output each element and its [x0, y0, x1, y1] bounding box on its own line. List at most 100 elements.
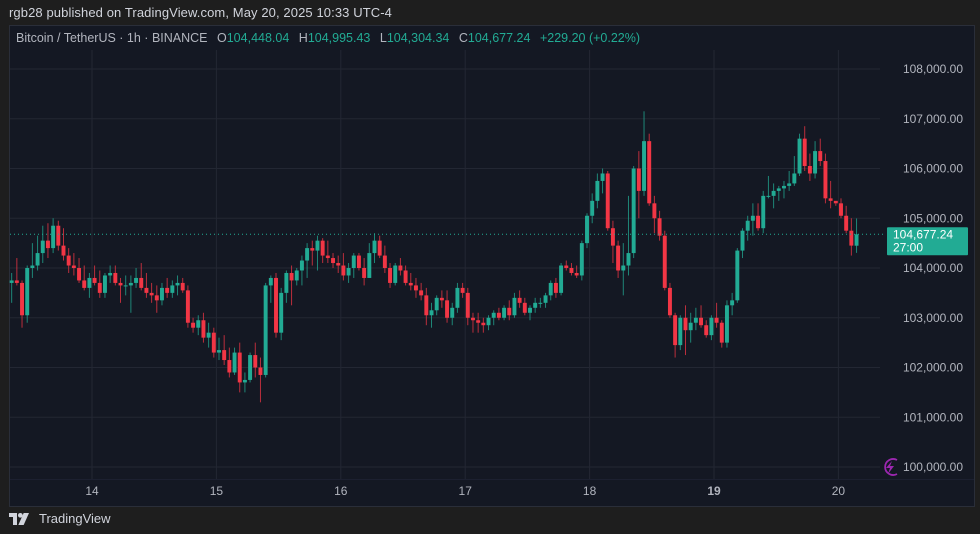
candle-body[interactable] — [294, 270, 299, 281]
candle-body[interactable] — [434, 297, 439, 311]
candle-body[interactable] — [66, 255, 71, 266]
candle-body[interactable] — [631, 168, 636, 254]
candle-body[interactable] — [165, 287, 170, 293]
candle-body[interactable] — [175, 282, 180, 286]
candle-body[interactable] — [792, 173, 797, 184]
candle-body[interactable] — [486, 317, 491, 326]
candle-body[interactable] — [154, 295, 159, 301]
candle-body[interactable] — [564, 265, 569, 268]
candle-body[interactable] — [185, 290, 190, 323]
candle-body[interactable] — [315, 240, 320, 251]
candle-body[interactable] — [714, 317, 719, 323]
candle-body[interactable] — [740, 230, 745, 251]
candle-body[interactable] — [828, 198, 833, 201]
candle-body[interactable] — [610, 228, 615, 246]
candle-body[interactable] — [51, 225, 56, 249]
candle-body[interactable] — [496, 312, 501, 318]
candle-body[interactable] — [9, 280, 14, 283]
candle-body[interactable] — [522, 302, 527, 313]
candle-body[interactable] — [299, 260, 304, 271]
candle-body[interactable] — [771, 190, 776, 196]
candle-body[interactable] — [699, 317, 704, 326]
candle-body[interactable] — [279, 292, 284, 333]
candle-body[interactable] — [160, 287, 164, 301]
symbol-title[interactable]: Bitcoin / TetherUS · 1h · BINANCE — [16, 31, 208, 45]
candle-body[interactable] — [574, 272, 579, 276]
candle-body[interactable] — [248, 355, 253, 380]
candle-body[interactable] — [77, 268, 82, 281]
candle-body[interactable] — [797, 138, 802, 174]
candle-body[interactable] — [232, 352, 237, 373]
candle-body[interactable] — [274, 277, 278, 333]
candle-body[interactable] — [512, 297, 517, 316]
candle-body[interactable] — [222, 350, 227, 361]
candle-body[interactable] — [40, 240, 45, 254]
candle-body[interactable] — [170, 285, 175, 293]
candle-body[interactable] — [802, 138, 807, 167]
candle-body[interactable] — [735, 250, 740, 301]
candle-body[interactable] — [113, 272, 118, 283]
candle-body[interactable] — [201, 320, 206, 338]
candle-body[interactable] — [211, 332, 216, 353]
candle-body[interactable] — [745, 220, 750, 231]
candle-body[interactable] — [833, 200, 838, 204]
candle-body[interactable] — [336, 263, 341, 266]
candle-body[interactable] — [465, 292, 470, 318]
candle-body[interactable] — [45, 240, 50, 249]
candle-body[interactable] — [460, 287, 465, 293]
candle-body[interactable] — [237, 352, 242, 383]
candle-body[interactable] — [35, 253, 40, 266]
candle-body[interactable] — [82, 280, 87, 288]
candle-body[interactable] — [206, 332, 211, 338]
candle-body[interactable] — [652, 203, 657, 219]
candle-body[interactable] — [139, 277, 144, 288]
candle-body[interactable] — [502, 307, 507, 318]
candle-body[interactable] — [766, 195, 771, 197]
candle-body[interactable] — [839, 203, 843, 216]
candle-body[interactable] — [253, 355, 258, 368]
candle-body[interactable] — [616, 245, 621, 271]
candle-body[interactable] — [305, 248, 310, 261]
candle-body[interactable] — [600, 173, 605, 181]
candle-body[interactable] — [388, 268, 393, 283]
candle-body[interactable] — [844, 215, 849, 231]
candle-body[interactable] — [398, 265, 403, 271]
candle-body[interactable] — [750, 215, 755, 221]
candle-body[interactable] — [647, 141, 652, 204]
candle-body[interactable] — [413, 285, 418, 291]
candle-body[interactable] — [242, 379, 247, 383]
candle-body[interactable] — [605, 173, 610, 229]
candle-body[interactable] — [693, 317, 698, 323]
candle-body[interactable] — [268, 277, 273, 286]
candle-body[interactable] — [854, 234, 859, 246]
candle-body[interactable] — [585, 215, 589, 244]
candle-body[interactable] — [87, 277, 92, 288]
candle-body[interactable] — [450, 307, 455, 318]
candle-body[interactable] — [538, 302, 543, 304]
candle-body[interactable] — [662, 235, 667, 288]
candle-body[interactable] — [30, 265, 35, 268]
candle-body[interactable] — [144, 287, 149, 293]
candle-body[interactable] — [429, 310, 434, 316]
candle-body[interactable] — [61, 245, 66, 256]
candle-body[interactable] — [134, 277, 139, 283]
candle-body[interactable] — [818, 151, 823, 162]
candle-body[interactable] — [471, 317, 475, 321]
candle-body[interactable] — [362, 268, 367, 278]
candle-body[interactable] — [439, 297, 444, 301]
candle-body[interactable] — [807, 166, 812, 174]
candle-body[interactable] — [476, 320, 481, 323]
candle-body[interactable] — [56, 225, 61, 246]
candle-body[interactable] — [678, 317, 683, 346]
candle-body[interactable] — [553, 282, 558, 293]
candle-body[interactable] — [657, 218, 662, 236]
candle-body[interactable] — [667, 287, 672, 316]
candle-body[interactable] — [756, 215, 761, 229]
candle-body[interactable] — [14, 280, 19, 283]
candle-body[interactable] — [590, 200, 595, 216]
candle-body[interactable] — [621, 265, 626, 271]
candle-body[interactable] — [481, 322, 486, 326]
candle-body[interactable] — [102, 275, 107, 293]
candle-body[interactable] — [377, 240, 382, 256]
candle-body[interactable] — [673, 315, 678, 346]
